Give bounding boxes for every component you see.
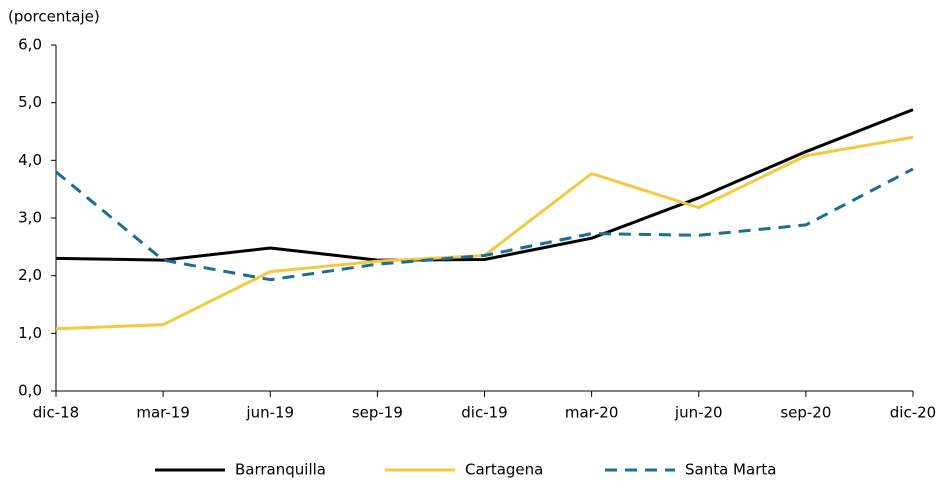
x-tick-label: dic-18	[33, 404, 79, 422]
y-tick-label: 4,0	[18, 151, 42, 169]
series-line	[55, 167, 914, 282]
x-tick-label: mar-20	[565, 404, 619, 422]
y-tick-label: 1,0	[18, 324, 42, 342]
y-tick-label: 5,0	[18, 93, 42, 111]
y-tick-label: 2,0	[18, 266, 42, 284]
x-tick-label: jun-20	[674, 404, 723, 422]
legend-label: Santa Marta	[685, 461, 776, 479]
x-tick-label: dic-19	[461, 404, 507, 422]
series-line	[55, 108, 914, 262]
legend-label: Barranquilla	[235, 461, 326, 479]
x-tick-label: dic-20	[890, 404, 936, 422]
series-line	[55, 135, 914, 331]
y-tick-label: 0,0	[18, 382, 42, 400]
x-tick-label: sep-19	[352, 404, 403, 422]
y-tick-label: 3,0	[18, 209, 42, 227]
y-tick-label: 6,0	[18, 36, 42, 54]
x-tick-label: jun-19	[245, 404, 294, 422]
y-axis-label: (porcentaje)	[8, 8, 100, 26]
x-tick-label: mar-19	[136, 404, 190, 422]
x-tick-label: sep-20	[780, 404, 831, 422]
legend-label: Cartagena	[465, 461, 543, 479]
